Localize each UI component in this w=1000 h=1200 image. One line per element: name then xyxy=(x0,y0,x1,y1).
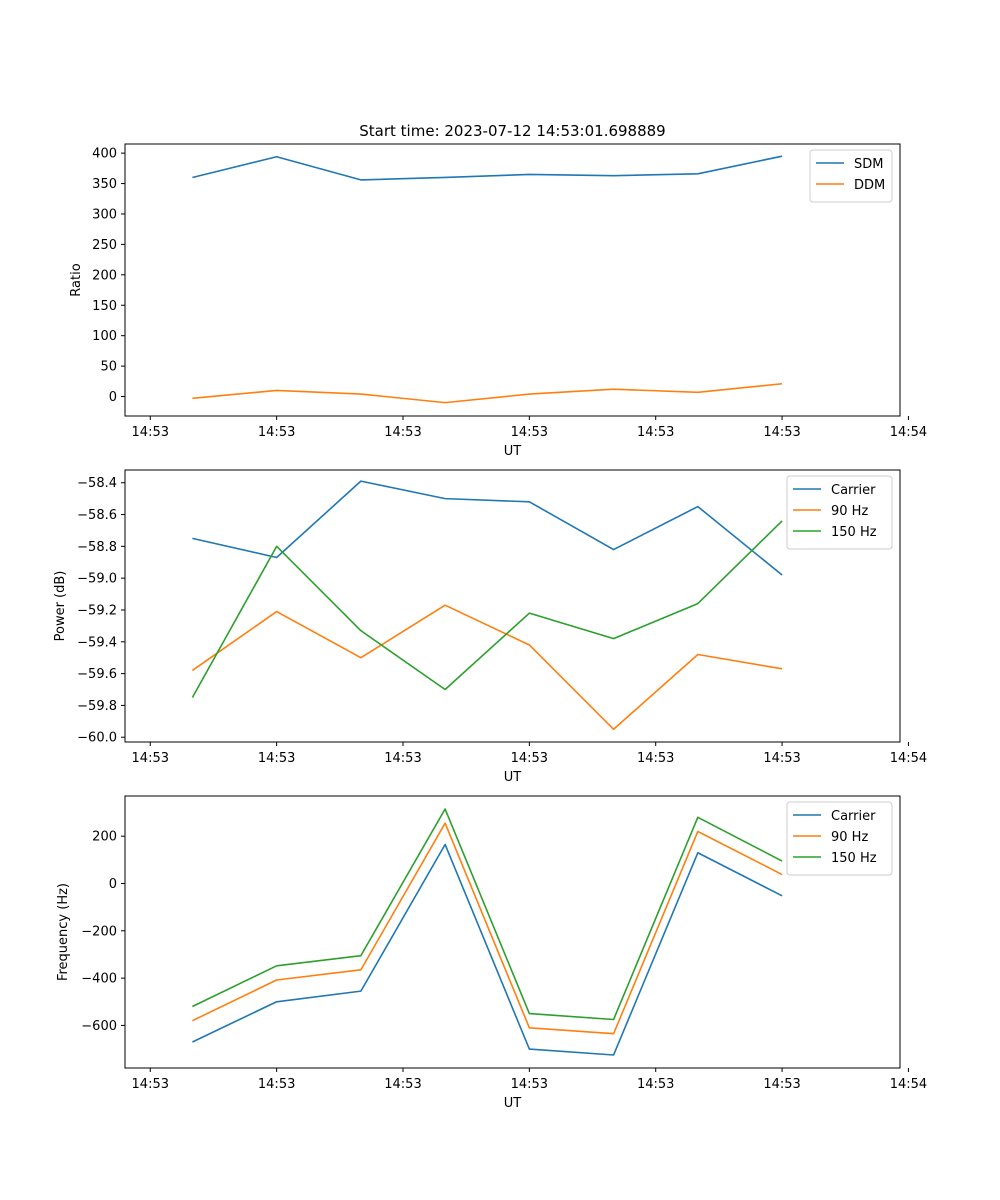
x-axis-label: UT xyxy=(504,1096,522,1111)
y-tick-label: 350 xyxy=(92,177,117,192)
legend-entry: Carrier xyxy=(831,809,876,824)
y-tick-label: 150 xyxy=(92,299,117,314)
y-axis-label: Power (dB) xyxy=(53,571,68,642)
series-line-90-hz xyxy=(192,822,783,1035)
y-tick-label: −58.8 xyxy=(77,540,117,555)
y-tick-label: −600 xyxy=(81,1019,117,1034)
x-tick-label: 14:53 xyxy=(384,425,421,440)
legend-entry: 150 Hz xyxy=(831,851,877,866)
axes-frame xyxy=(124,469,901,743)
x-tick-label: 14:53 xyxy=(132,751,169,766)
y-tick-label: −59.2 xyxy=(77,603,117,618)
y-tick-label: −58.4 xyxy=(77,476,117,491)
chart-title: Start time: 2023-07-12 14:53:01.698889 xyxy=(359,122,665,140)
axes-frame xyxy=(124,143,901,417)
x-tick-label: 14:53 xyxy=(258,751,295,766)
y-tick-label: 200 xyxy=(92,268,117,283)
series-line-sdm xyxy=(192,155,783,181)
x-tick-label: 14:53 xyxy=(511,1077,548,1092)
x-tick-label: 14:53 xyxy=(637,1077,674,1092)
y-tick-label: 400 xyxy=(92,147,117,162)
y-tick-label: −400 xyxy=(81,972,117,987)
x-tick-label: 14:53 xyxy=(763,1077,800,1092)
y-axis-label: Frequency (Hz) xyxy=(56,883,71,981)
y-axis-label: Ratio xyxy=(69,263,84,296)
x-tick-label: 14:53 xyxy=(763,751,800,766)
y-tick-label: 300 xyxy=(92,207,117,222)
legend-entry: 90 Hz xyxy=(831,830,868,845)
legend-entry: 150 Hz xyxy=(831,525,877,540)
x-tick-label: 14:53 xyxy=(384,751,421,766)
y-tick-label: 250 xyxy=(92,238,117,253)
legend-entry: Carrier xyxy=(831,483,876,498)
series-line-150-hz xyxy=(191,520,783,698)
y-tick-label: 50 xyxy=(100,360,117,375)
legend-entry: DDM xyxy=(854,178,885,193)
legend: Carrier 90 Hz 150 Hz xyxy=(786,801,893,876)
x-tick-label: 14:53 xyxy=(384,1077,421,1092)
x-tick-label: 14:53 xyxy=(637,425,674,440)
legend: Carrier 90 Hz 150 Hz xyxy=(786,475,893,550)
subplot-3: 14:53 14:53 14:53 14:53 14:53 14:53 14:54 −600 −… xyxy=(56,795,927,1111)
x-axis-label: UT xyxy=(504,770,522,785)
x-tick-label: 14:53 xyxy=(763,425,800,440)
x-tick-label: 14:53 xyxy=(258,1077,295,1092)
y-tick-label: −59.0 xyxy=(77,572,117,587)
y-tick-label: −59.8 xyxy=(77,699,117,714)
y-tick-label: −200 xyxy=(81,924,117,939)
subplot-2: 14:53 14:53 14:53 14:53 14:53 14:53 14:54 −60.0… xyxy=(53,469,927,785)
x-tick-label: 14:53 xyxy=(637,751,674,766)
x-tick-label: 14:53 xyxy=(258,425,295,440)
x-tick-label: 14:53 xyxy=(132,1077,169,1092)
legend-entry: SDM xyxy=(854,157,883,172)
y-tick-label: 0 xyxy=(109,877,117,892)
x-tick-label: 14:54 xyxy=(890,751,927,766)
x-axis-label: UT xyxy=(504,444,522,459)
axes-frame xyxy=(124,795,901,1069)
legend-entry: 90 Hz xyxy=(831,504,868,519)
x-tick-label: 14:53 xyxy=(511,425,548,440)
subplot-1: 14:53 14:53 14:53 14:53 14:53 14:53 14:54 0 50 10… xyxy=(69,122,927,459)
series-line-90-hz xyxy=(191,604,783,731)
series-line-carrier xyxy=(192,843,783,1056)
y-tick-label: 100 xyxy=(92,329,117,344)
y-tick-label: −59.4 xyxy=(77,635,117,650)
y-tick-label: −58.6 xyxy=(77,508,117,523)
y-tick-label: 0 xyxy=(109,390,117,405)
legend: SDM DDM xyxy=(809,149,893,203)
series-line-150-hz xyxy=(192,808,783,1021)
x-tick-label: 14:54 xyxy=(890,1077,927,1092)
x-tick-label: 14:53 xyxy=(132,425,169,440)
x-tick-label: 14:53 xyxy=(511,751,548,766)
series-line-ddm xyxy=(192,382,783,404)
y-tick-label: −59.6 xyxy=(77,667,117,682)
x-tick-label: 14:54 xyxy=(890,425,927,440)
y-tick-label: 200 xyxy=(92,830,117,845)
y-tick-label: −60.0 xyxy=(77,731,117,746)
series-line-carrier xyxy=(192,480,783,576)
